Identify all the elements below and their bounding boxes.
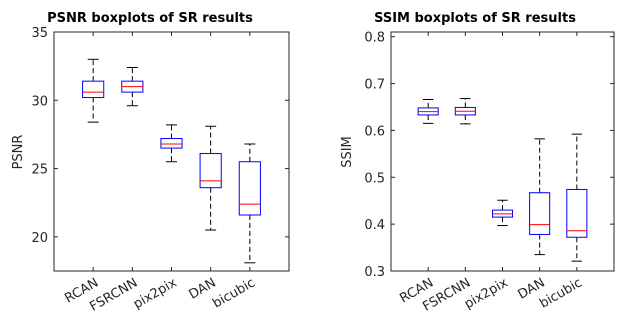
y-tick-label: 0.5: [364, 171, 385, 186]
y-tick-label: 0.3: [364, 265, 385, 280]
x-tick-label: pix2pix: [131, 275, 180, 312]
x-tick-label: bicubic: [210, 275, 258, 311]
x-tick-label: bicubic: [537, 275, 585, 311]
y-tick-label: 20: [31, 231, 48, 246]
y-tick-label: 25: [31, 163, 48, 178]
axes-frame: [390, 31, 615, 272]
box-iqr: [199, 153, 222, 189]
box-iqr: [566, 188, 588, 238]
box-iqr: [82, 80, 105, 99]
y-tick-label: 0.6: [364, 124, 385, 139]
ssim-boxplot-panel: SSIM boxplots of SR results SSIM 0.3 0.4 0…: [340, 11, 615, 315]
y-tick-label: 30: [31, 94, 48, 109]
box-iqr: [529, 192, 551, 235]
box-iqr: [160, 138, 183, 149]
chart-title: PSNR boxplots of SR results: [47, 11, 253, 26]
y-axis-label: PSNR: [11, 135, 26, 170]
y-tick-label: 0.7: [364, 78, 385, 93]
psnr-boxplot-panel: PSNR boxplots of SR results PSNR 20 25 30 3…: [11, 11, 290, 315]
y-axis-label: SSIM: [340, 136, 355, 168]
y-tick-label: 0.4: [364, 218, 385, 233]
y-tick-label: 0.8: [364, 31, 385, 46]
chart-title: SSIM boxplots of SR results: [374, 11, 576, 26]
box-iqr: [238, 161, 261, 216]
y-tick-label: 35: [31, 26, 48, 41]
x-tick-label: pix2pix: [462, 275, 511, 312]
